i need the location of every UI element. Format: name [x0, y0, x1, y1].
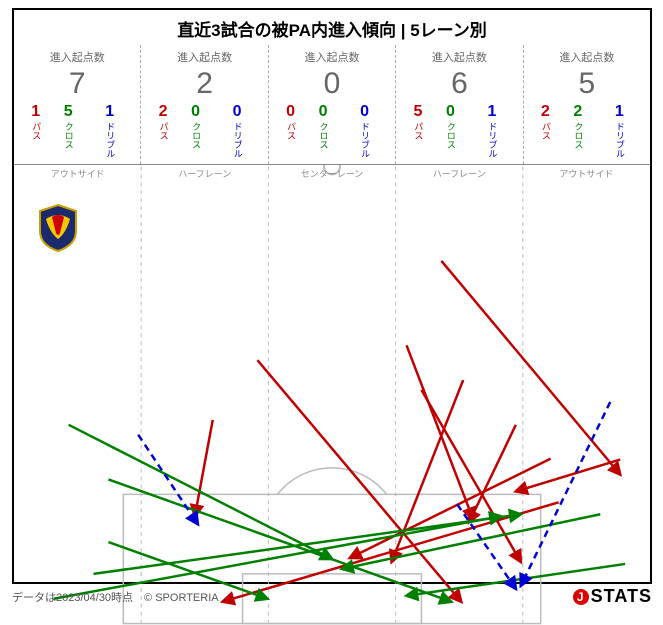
lane-zone-label: ハーフレーン — [396, 165, 523, 180]
stat-label: 進入起点数 — [141, 49, 267, 65]
entry-arrow-pass — [441, 261, 620, 475]
breakdown-cross: 2クロス — [564, 104, 591, 158]
entry-arrow-pass — [195, 420, 213, 516]
footer-note: データは2023/04/30時点 © SPORTERIA — [12, 589, 219, 605]
breakdown-pass: 5パス — [409, 104, 427, 158]
stat-breakdown: 1パス 5クロス 1ドリブル — [14, 104, 140, 158]
penalty-arc — [277, 468, 386, 495]
breakdown-pass: 2パス — [536, 104, 554, 158]
entry-arrow-cross — [69, 425, 332, 559]
breakdown-dribble: 0ドリブル — [219, 104, 255, 158]
breakdown-pass: 2パス — [154, 104, 172, 158]
stats-logo: J STATS — [573, 586, 652, 607]
lane-stat-2: 進入起点数 0 0パス 0クロス 0ドリブル — [269, 45, 396, 164]
breakdown-pass: 0パス — [282, 104, 300, 158]
entry-arrow-dribble — [138, 435, 198, 524]
stat-total: 6 — [396, 67, 522, 100]
stat-total: 0 — [269, 67, 395, 100]
lane-stat-4: 進入起点数 5 2パス 2クロス 1ドリブル — [524, 45, 650, 164]
footer: データは2023/04/30時点 © SPORTERIA J STATS — [12, 586, 652, 607]
breakdown-cross: 0クロス — [182, 104, 209, 158]
chart-title: 直近3試合の被PA内進入傾向 | 5レーン別 — [14, 10, 650, 45]
stat-breakdown: 2パス 0クロス 0ドリブル — [141, 104, 267, 158]
stat-label: 進入起点数 — [524, 49, 650, 65]
stats-logo-text: STATS — [591, 586, 652, 607]
lane-zone-label: ハーフレーン — [141, 165, 268, 180]
stat-breakdown: 5パス 0クロス 1ドリブル — [396, 104, 522, 158]
pitch-svg — [14, 165, 650, 625]
breakdown-dribble: 1ドリブル — [474, 104, 510, 158]
breakdown-dribble: 1ドリブル — [601, 104, 637, 158]
entry-arrow-pass — [516, 460, 620, 492]
stat-total: 5 — [524, 67, 650, 100]
stat-label: 進入起点数 — [396, 49, 522, 65]
lane-zone-label: アウトサイド — [523, 165, 650, 180]
breakdown-dribble: 1ドリブル — [92, 104, 128, 158]
lane-zone-label: センターレーン — [268, 165, 395, 180]
team-badge — [36, 203, 80, 253]
stat-breakdown: 2パス 2クロス 1ドリブル — [524, 104, 650, 158]
entry-arrow-pass — [407, 345, 474, 519]
lane-names-row: アウトサイドハーフレーンセンターレーンハーフレーンアウトサイド — [14, 165, 650, 180]
stat-breakdown: 0パス 0クロス 0ドリブル — [269, 104, 395, 158]
lane-stat-1: 進入起点数 2 2パス 0クロス 0ドリブル — [141, 45, 268, 164]
breakdown-dribble: 0ドリブル — [347, 104, 383, 158]
breakdown-cross: 5クロス — [55, 104, 82, 158]
stat-total: 7 — [14, 67, 140, 100]
stat-label: 進入起点数 — [14, 49, 140, 65]
breakdown-pass: 1パス — [27, 104, 45, 158]
entry-arrow-pass — [469, 425, 516, 522]
entry-arrow-pass — [350, 459, 551, 558]
stat-label: 進入起点数 — [269, 49, 395, 65]
breakdown-cross: 0クロス — [437, 104, 464, 158]
lane-zone-label: アウトサイド — [14, 165, 141, 180]
entry-arrow-pass — [421, 390, 520, 562]
stats-row: 進入起点数71パス5クロス1ドリブル進入起点数22パス0クロス0ドリブル進入起点… — [14, 45, 650, 165]
pitch-area: アウトサイドハーフレーンセンターレーンハーフレーンアウトサイド — [14, 165, 650, 625]
stat-total: 2 — [141, 67, 267, 100]
breakdown-cross: 0クロス — [310, 104, 337, 158]
chart-frame: 直近3試合の被PA内進入傾向 | 5レーン別 進入起点数71パス5クロス1ドリブ… — [12, 8, 652, 584]
lane-stat-3: 進入起点数 6 5パス 0クロス 1ドリブル — [396, 45, 523, 164]
j-league-icon: J — [573, 589, 589, 605]
lane-stat-0: 進入起点数 7 1パス 5クロス 1ドリブル — [14, 45, 141, 164]
